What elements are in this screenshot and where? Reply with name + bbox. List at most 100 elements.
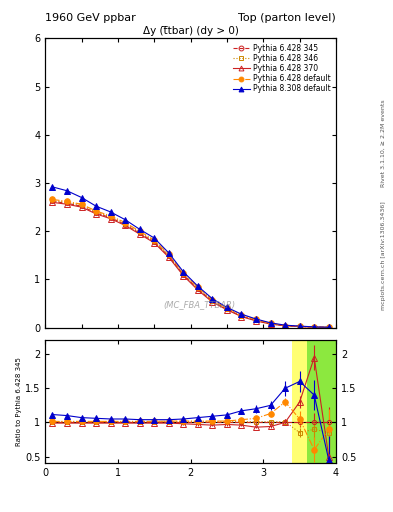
Pythia 6.428 346 [239,312,244,318]
Pythia 8.308 default [225,304,230,310]
Pythia 8.308 default [254,316,259,322]
Text: 1960 GeV ppbar: 1960 GeV ppbar [45,13,136,23]
Pythia 6.428 345 [167,253,171,260]
Pythia 6.428 default [167,251,171,258]
Pythia 6.428 370 [283,323,287,329]
Pythia 6.428 346 [283,323,287,329]
Pythia 8.308 default [326,324,331,330]
Pythia 6.428 346 [254,317,259,323]
Pythia 6.428 345 [196,286,200,292]
Pythia 8.308 default [210,296,215,302]
Pythia 6.428 346 [326,324,331,330]
Pythia 6.428 370 [326,325,331,331]
Pythia 8.308 default [239,311,244,317]
Pythia 6.428 default [312,324,317,330]
Pythia 6.428 346 [64,199,70,205]
Pythia 6.428 345 [50,198,55,204]
Bar [307,340,336,463]
Pythia 6.428 default [94,208,98,214]
Pythia 6.428 346 [167,252,171,259]
Pythia 6.428 default [326,324,331,330]
Pythia 6.428 345 [138,230,142,236]
Pythia 6.428 345 [326,324,331,330]
Pythia 6.428 345 [94,210,98,216]
Pythia 6.428 346 [181,271,186,277]
Pythia 8.308 default [50,184,55,190]
Pythia 6.428 default [210,296,215,303]
Pythia 8.308 default [283,322,287,328]
Text: Top (parton level): Top (parton level) [238,13,336,23]
Pythia 6.428 370 [196,287,200,293]
Pythia 6.428 345 [298,324,302,330]
Pythia 6.428 345 [312,324,317,330]
Pythia 6.428 default [138,228,142,234]
Pythia 6.428 default [64,198,70,204]
Pythia 6.428 370 [152,240,156,246]
Pythia 6.428 346 [94,209,98,215]
Pythia 8.308 default [167,250,171,256]
Pythia 8.308 default [108,209,113,215]
Pythia 6.428 default [239,312,244,318]
Pythia 6.428 345 [210,298,215,304]
Pythia 6.428 370 [210,299,215,305]
Pythia 6.428 370 [64,201,70,207]
Pythia 6.428 370 [50,199,55,205]
Pythia 8.308 default [79,195,84,201]
Pythia 6.428 346 [138,229,142,236]
Pythia 6.428 default [268,321,273,327]
Pythia 6.428 345 [79,203,84,209]
Pythia 6.428 345 [283,323,287,329]
Pythia 6.428 default [225,305,230,311]
Pythia 6.428 370 [108,216,113,222]
Pythia 6.428 346 [79,202,84,208]
Text: (MC_FBA_TTBAR): (MC_FBA_TTBAR) [163,301,235,309]
Pythia 6.428 370 [312,324,317,330]
Pythia 6.428 default [50,197,55,203]
Pythia 6.428 346 [196,285,200,291]
Pythia 8.308 default [138,226,142,232]
Pythia 6.428 370 [298,324,302,330]
Line: Pythia 6.428 default: Pythia 6.428 default [50,197,332,330]
Pythia 8.308 default [94,203,98,209]
Pythia 6.428 345 [64,200,70,206]
Pythia 6.428 default [123,220,128,226]
Pythia 6.428 346 [210,297,215,304]
Pythia 6.428 default [254,316,259,323]
Pythia 8.308 default [123,217,128,223]
Pythia 6.428 default [108,213,113,219]
Pythia 6.428 345 [181,271,186,278]
Y-axis label: Ratio to Pythia 6.428 345: Ratio to Pythia 6.428 345 [16,357,22,446]
Pythia 6.428 345 [225,306,230,312]
Pythia 6.428 345 [254,317,259,324]
Pythia 6.428 default [181,270,186,276]
Pythia 6.428 346 [225,306,230,312]
Pythia 6.428 370 [254,318,259,324]
Legend: Pythia 6.428 345, Pythia 6.428 346, Pythia 6.428 370, Pythia 6.428 default, Pyth: Pythia 6.428 345, Pythia 6.428 346, Pyth… [231,42,332,95]
Pythia 6.428 345 [108,215,113,221]
Line: Pythia 6.428 370: Pythia 6.428 370 [50,200,332,330]
Pythia 6.428 345 [123,221,128,227]
Pythia 6.428 default [283,323,287,329]
Pythia 6.428 345 [268,321,273,327]
Pythia 8.308 default [312,324,317,330]
Pythia 8.308 default [64,188,70,194]
Line: Pythia 6.428 345: Pythia 6.428 345 [50,199,331,330]
Pythia 6.428 370 [239,313,244,319]
Pythia 6.428 345 [152,239,156,245]
Title: Δy (t̅tbar) (dy > 0): Δy (t̅tbar) (dy > 0) [143,26,239,36]
Pythia 6.428 370 [94,211,98,217]
Pythia 6.428 346 [50,197,55,203]
Pythia 8.308 default [268,320,273,326]
Pythia 8.308 default [152,235,156,241]
Pythia 6.428 default [196,284,200,290]
Pythia 6.428 default [79,201,84,207]
Pythia 6.428 370 [268,321,273,327]
Pythia 6.428 346 [108,214,113,220]
Pythia 6.428 346 [312,324,317,330]
Line: Pythia 8.308 default: Pythia 8.308 default [50,184,332,330]
Pythia 6.428 370 [225,307,230,313]
Pythia 6.428 370 [138,231,142,237]
Pythia 6.428 370 [79,204,84,210]
Line: Pythia 6.428 346: Pythia 6.428 346 [50,198,331,329]
Pythia 8.308 default [196,283,200,289]
